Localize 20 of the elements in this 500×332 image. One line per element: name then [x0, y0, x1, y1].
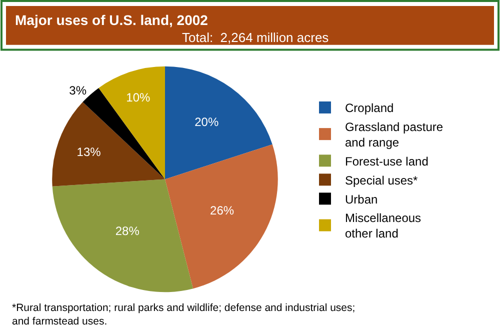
data-label: 20%: [194, 114, 219, 129]
legend-label: Special uses*: [345, 173, 418, 188]
pie-slice: [98, 66, 165, 180]
data-label: 13%: [76, 144, 102, 159]
pie-slice: [165, 144, 278, 289]
data-label: 10%: [126, 90, 151, 104]
legend-label: Cropland: [345, 101, 394, 116]
legend-label: Forest-use land: [345, 154, 428, 168]
pie-slice: [52, 179, 194, 292]
text: *Rural transportation; rural parks and wildlife; defense and industrial uses; and farmstead uses.: [12, 302, 356, 328]
legend-label: Grassland pasture and range: [345, 120, 444, 150]
data-label: 3%: [69, 84, 87, 98]
pie-slice: [52, 102, 165, 186]
data-label: 26%: [210, 204, 234, 218]
chart-subtitle: Total: 2,264 million acres: [182, 30, 330, 45]
legend-label: Urban: [345, 192, 378, 206]
data-label: 28%: [115, 224, 140, 238]
chart-title: Major uses of U.S. land, 2002: [15, 12, 208, 28]
legend-label: Miscellaneous other land: [345, 211, 422, 241]
pie-slice: [165, 66, 272, 180]
